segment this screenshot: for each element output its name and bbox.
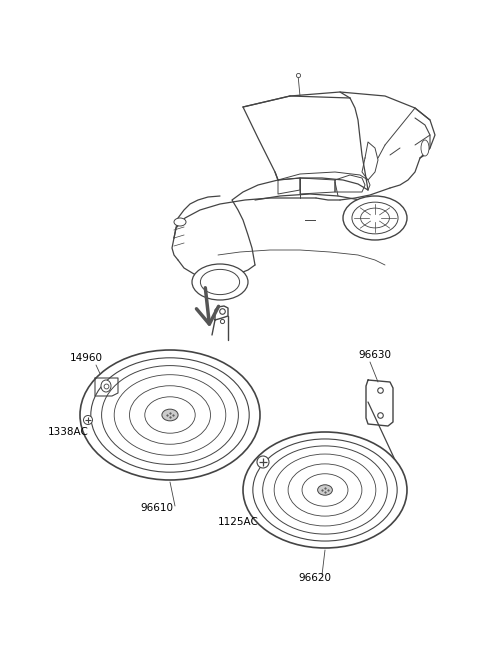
Ellipse shape bbox=[80, 350, 260, 480]
Ellipse shape bbox=[274, 454, 376, 526]
Ellipse shape bbox=[84, 415, 93, 424]
Ellipse shape bbox=[318, 485, 332, 495]
Ellipse shape bbox=[421, 140, 429, 156]
Ellipse shape bbox=[360, 208, 389, 228]
Text: 14960: 14960 bbox=[70, 353, 103, 363]
Ellipse shape bbox=[201, 269, 240, 295]
Ellipse shape bbox=[352, 202, 398, 234]
FancyArrowPatch shape bbox=[196, 288, 218, 324]
Ellipse shape bbox=[243, 432, 407, 548]
Ellipse shape bbox=[253, 439, 397, 541]
Ellipse shape bbox=[162, 409, 178, 421]
Ellipse shape bbox=[288, 464, 362, 516]
Ellipse shape bbox=[263, 446, 387, 534]
Ellipse shape bbox=[114, 375, 226, 455]
Ellipse shape bbox=[130, 386, 211, 444]
Ellipse shape bbox=[192, 264, 248, 300]
Ellipse shape bbox=[102, 365, 239, 464]
Ellipse shape bbox=[302, 474, 348, 506]
Ellipse shape bbox=[145, 397, 195, 433]
Ellipse shape bbox=[101, 380, 111, 392]
Ellipse shape bbox=[174, 218, 186, 226]
Text: 1338AC: 1338AC bbox=[48, 427, 89, 437]
Ellipse shape bbox=[91, 358, 249, 472]
Ellipse shape bbox=[257, 456, 269, 468]
Text: 96610: 96610 bbox=[140, 503, 173, 513]
Text: 96630: 96630 bbox=[358, 350, 391, 360]
Ellipse shape bbox=[343, 196, 407, 240]
Text: 96620: 96620 bbox=[298, 573, 331, 583]
Text: 1125AC: 1125AC bbox=[218, 517, 259, 527]
